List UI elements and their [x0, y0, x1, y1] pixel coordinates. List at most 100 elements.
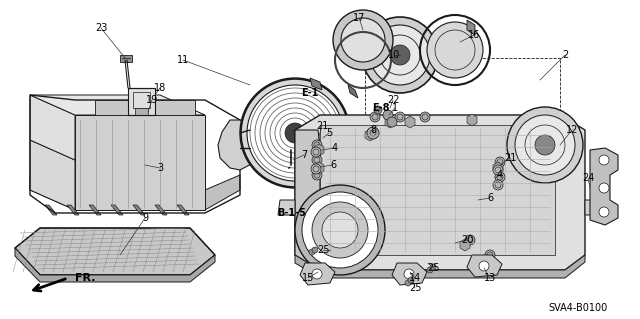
- Polygon shape: [300, 263, 335, 285]
- Polygon shape: [128, 88, 155, 115]
- Circle shape: [495, 157, 505, 167]
- Circle shape: [408, 277, 414, 283]
- Text: 6: 6: [487, 193, 493, 203]
- Text: 2: 2: [562, 50, 568, 60]
- Polygon shape: [467, 20, 475, 35]
- Polygon shape: [590, 148, 618, 225]
- Circle shape: [599, 207, 609, 217]
- Circle shape: [240, 78, 350, 188]
- Text: 4: 4: [332, 143, 338, 153]
- Circle shape: [374, 106, 382, 114]
- Polygon shape: [320, 125, 555, 255]
- Text: 8: 8: [370, 125, 376, 135]
- Polygon shape: [314, 144, 324, 156]
- Circle shape: [370, 25, 430, 85]
- Polygon shape: [75, 115, 205, 210]
- Circle shape: [495, 172, 505, 182]
- Polygon shape: [15, 248, 215, 282]
- Polygon shape: [310, 78, 322, 90]
- Circle shape: [507, 107, 583, 183]
- Polygon shape: [385, 116, 395, 128]
- Circle shape: [295, 185, 385, 275]
- Text: 14: 14: [409, 273, 421, 283]
- Polygon shape: [365, 129, 375, 141]
- Circle shape: [485, 250, 495, 260]
- Polygon shape: [460, 239, 470, 251]
- Text: 9: 9: [142, 213, 148, 223]
- Text: 21: 21: [504, 153, 516, 163]
- Text: 24: 24: [582, 173, 594, 183]
- Circle shape: [285, 123, 305, 143]
- Circle shape: [427, 267, 433, 273]
- Polygon shape: [392, 263, 427, 285]
- Circle shape: [405, 280, 411, 286]
- Circle shape: [427, 22, 483, 78]
- Polygon shape: [67, 205, 79, 215]
- Polygon shape: [295, 115, 585, 270]
- Polygon shape: [348, 85, 358, 98]
- Polygon shape: [30, 95, 75, 160]
- Polygon shape: [467, 114, 477, 126]
- Polygon shape: [295, 255, 585, 278]
- Text: SVA4-B0100: SVA4-B0100: [548, 303, 607, 313]
- Text: 1: 1: [392, 103, 398, 113]
- Text: 4: 4: [497, 170, 503, 180]
- Text: 10: 10: [388, 50, 400, 60]
- Text: 20: 20: [461, 235, 473, 245]
- Circle shape: [309, 249, 315, 255]
- Text: E-1: E-1: [301, 88, 319, 98]
- Text: FR.: FR.: [75, 273, 95, 283]
- Circle shape: [312, 247, 318, 253]
- Text: 16: 16: [468, 30, 480, 40]
- Text: 25: 25: [428, 263, 440, 273]
- Circle shape: [479, 261, 489, 271]
- Circle shape: [312, 140, 322, 150]
- Circle shape: [322, 212, 358, 248]
- Circle shape: [420, 112, 430, 122]
- Text: B-1-5: B-1-5: [278, 208, 307, 218]
- Text: 18: 18: [154, 83, 166, 93]
- Polygon shape: [155, 205, 167, 215]
- Circle shape: [395, 112, 405, 122]
- Circle shape: [333, 10, 393, 70]
- Polygon shape: [467, 255, 502, 277]
- Text: 11: 11: [177, 55, 189, 65]
- Polygon shape: [218, 120, 260, 170]
- Circle shape: [387, 117, 397, 127]
- Circle shape: [312, 202, 368, 258]
- Circle shape: [599, 155, 609, 165]
- Polygon shape: [177, 205, 189, 215]
- Circle shape: [515, 115, 575, 175]
- Circle shape: [362, 17, 438, 93]
- Circle shape: [390, 45, 410, 65]
- Circle shape: [312, 269, 322, 279]
- Circle shape: [465, 235, 475, 245]
- Text: 25: 25: [317, 245, 329, 255]
- Circle shape: [311, 147, 321, 157]
- Circle shape: [247, 85, 343, 181]
- Text: 3: 3: [157, 163, 163, 173]
- Text: 6: 6: [330, 160, 336, 170]
- Text: E-8: E-8: [372, 103, 390, 113]
- Polygon shape: [30, 140, 75, 210]
- Polygon shape: [405, 116, 415, 128]
- Polygon shape: [314, 162, 324, 174]
- Polygon shape: [278, 200, 295, 215]
- Text: 22: 22: [387, 95, 399, 105]
- Circle shape: [302, 192, 378, 268]
- Circle shape: [493, 165, 503, 175]
- Polygon shape: [95, 100, 195, 115]
- Circle shape: [341, 18, 385, 62]
- Text: 12: 12: [566, 125, 578, 135]
- Text: 5: 5: [326, 128, 332, 138]
- Text: 23: 23: [95, 23, 107, 33]
- Polygon shape: [15, 228, 215, 275]
- Text: 19: 19: [146, 95, 158, 105]
- Polygon shape: [295, 130, 320, 270]
- Polygon shape: [111, 205, 123, 215]
- Text: 21: 21: [316, 121, 328, 131]
- Polygon shape: [89, 205, 101, 215]
- Circle shape: [311, 164, 321, 174]
- Polygon shape: [493, 162, 503, 174]
- Text: 15: 15: [302, 273, 314, 283]
